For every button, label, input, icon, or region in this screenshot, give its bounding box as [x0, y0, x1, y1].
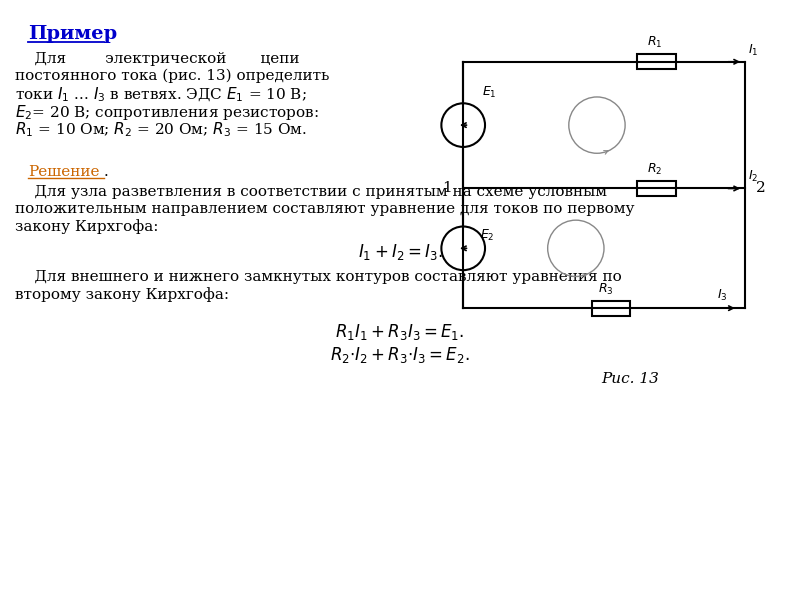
Text: $R_3$: $R_3$: [598, 281, 614, 296]
Text: второму закону Кирхгофа:: второму закону Кирхгофа:: [15, 287, 229, 302]
Text: Для        электрической       цепи: Для электрической цепи: [15, 52, 299, 66]
Text: $E_2$= 20 В; сопротивления резисторов:: $E_2$= 20 В; сопротивления резисторов:: [15, 103, 319, 122]
Text: Пример: Пример: [28, 25, 117, 43]
Bar: [592, 301, 630, 316]
Text: Решение: Решение: [28, 165, 99, 179]
Text: $R_1$: $R_1$: [647, 35, 662, 50]
Bar: [638, 181, 676, 196]
Text: Для внешнего и нижнего замкнутых контуров составляют уравнения по: Для внешнего и нижнего замкнутых контуро…: [15, 270, 622, 284]
Text: $R_2$: $R_2$: [647, 162, 662, 177]
Text: Рис. 13: Рис. 13: [601, 372, 659, 386]
Text: положительным направлением составляют уравнение для токов по первому: положительным направлением составляют ур…: [15, 202, 634, 216]
Text: $I_1 + I_2 = I_3.$: $I_1 + I_2 = I_3.$: [358, 242, 442, 262]
Text: закону Кирхгофа:: закону Кирхгофа:: [15, 219, 158, 234]
Text: $R_1$ = 10 Ом; $R_2$ = 20 Ом; $R_3$ = 15 Ом.: $R_1$ = 10 Ом; $R_2$ = 20 Ом; $R_3$ = 15…: [15, 120, 307, 139]
Text: $E_2$: $E_2$: [480, 228, 494, 243]
Text: $R_1 I_1 + R_3 I_3 = E_1.$: $R_1 I_1 + R_3 I_3 = E_1.$: [335, 322, 465, 342]
Text: Для узла разветвления в соответствии с принятым на схеме условным: Для узла разветвления в соответствии с п…: [15, 185, 607, 199]
Text: $E_1$: $E_1$: [482, 85, 497, 100]
Text: .: .: [104, 165, 109, 179]
Text: $I_2$: $I_2$: [748, 169, 758, 184]
Text: 1: 1: [442, 181, 452, 196]
Text: $R_2{\cdot}I_2 + R_3{\cdot}I_3 = E_2.$: $R_2{\cdot}I_2 + R_3{\cdot}I_3 = E_2.$: [330, 345, 470, 365]
Text: 2: 2: [756, 181, 766, 196]
Text: $I_1$: $I_1$: [748, 43, 758, 58]
Bar: [638, 55, 676, 69]
Text: $I_3$: $I_3$: [717, 288, 727, 303]
Text: постоянного тока (рис. 13) определить: постоянного тока (рис. 13) определить: [15, 69, 330, 83]
Text: токи $I_1$ ... $I_3$ в ветвях. ЭДС $E_1$ = 10 В;: токи $I_1$ ... $I_3$ в ветвях. ЭДС $E_1$…: [15, 86, 306, 104]
